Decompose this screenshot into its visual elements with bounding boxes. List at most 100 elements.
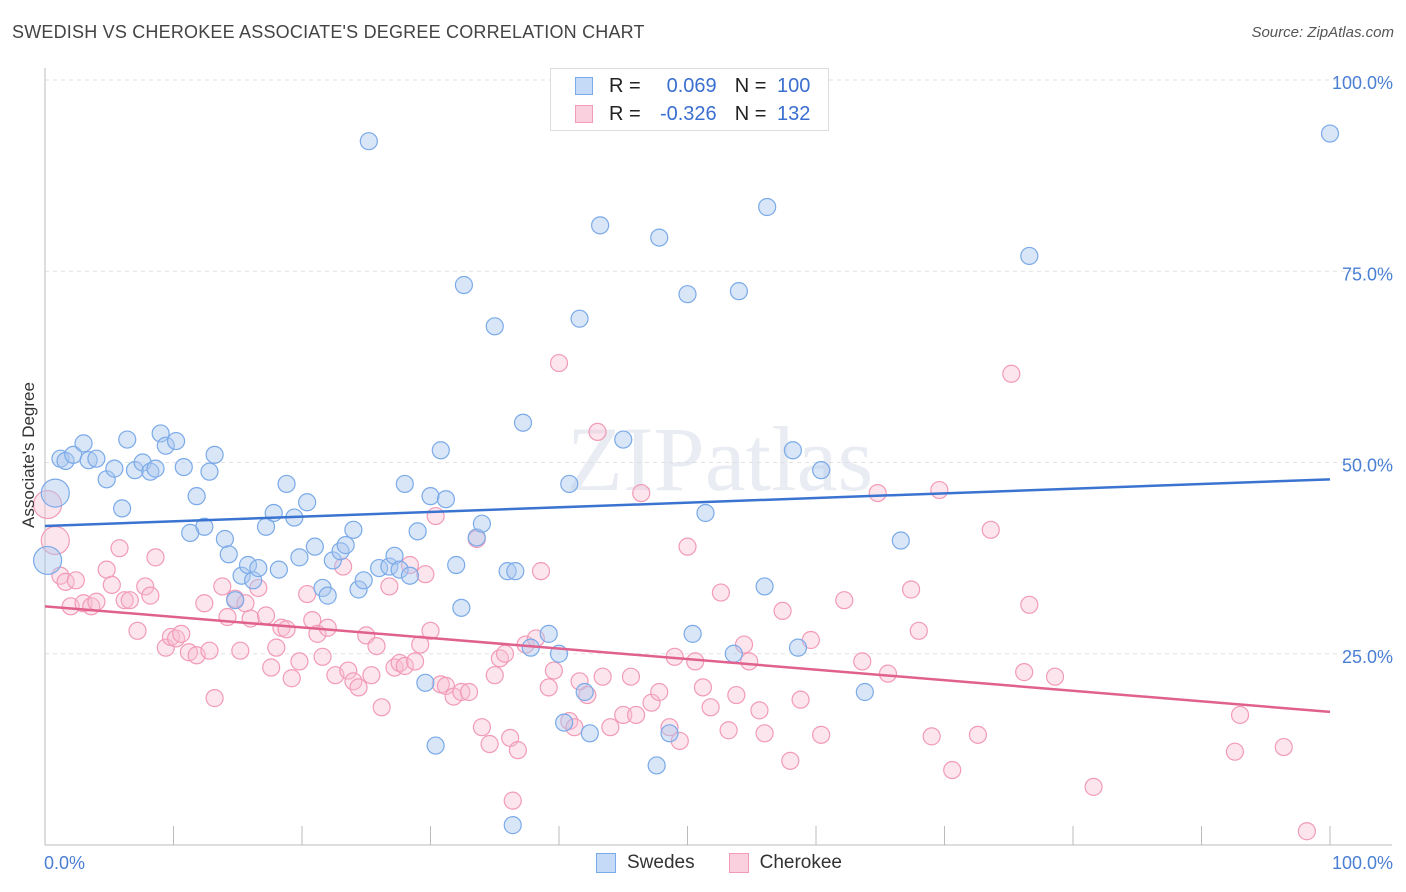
swedes-point <box>290 548 309 567</box>
cherokee-point <box>102 575 121 595</box>
swedes-point <box>232 566 251 585</box>
swedes-point <box>40 478 70 508</box>
swedes-point <box>812 461 831 480</box>
swedes-point <box>485 317 504 336</box>
swedes-swatch <box>575 77 593 95</box>
swedes-point <box>359 132 378 151</box>
swedes-points <box>32 124 1340 835</box>
swedes-point <box>503 816 522 835</box>
swedes-point <box>200 462 219 481</box>
cherokee-point <box>750 701 769 720</box>
cherokee-point <box>981 520 1000 539</box>
swedes-point <box>156 436 175 455</box>
cherokee-point <box>97 560 116 579</box>
cherokee-point <box>213 577 232 596</box>
cherokee-point <box>115 591 134 610</box>
cherokee-point <box>367 636 386 656</box>
swedes-point <box>336 536 355 555</box>
watermark-text: ZIPatlas <box>567 408 874 510</box>
swedes-point <box>416 673 435 692</box>
swedes-point <box>758 197 777 217</box>
cherokee-point <box>693 678 713 697</box>
swedes-point <box>380 557 399 576</box>
cherokee-point <box>146 548 165 567</box>
cherokee-point <box>1084 777 1103 796</box>
swedes-point <box>385 546 404 565</box>
cherokee-point <box>339 661 358 680</box>
swedes-point <box>349 580 368 599</box>
chart-title: SWEDISH VS CHEROKEE ASSOCIATE'S DEGREE C… <box>12 22 645 42</box>
swedes-point <box>498 562 517 581</box>
swedes-point <box>724 644 743 663</box>
cherokee-point <box>421 621 440 640</box>
cherokee-point <box>66 571 85 590</box>
swedes-point <box>447 555 466 575</box>
cherokee-point <box>426 506 445 526</box>
cherokee-point <box>87 592 106 611</box>
swedes-point <box>426 736 445 755</box>
swedes-point <box>788 638 808 657</box>
swedes-point <box>395 474 414 494</box>
swedes-point <box>146 459 165 478</box>
cherokee-swatch <box>575 105 593 123</box>
cherokee-point <box>626 705 646 725</box>
cherokee-point <box>349 678 368 697</box>
r-label: R = <box>609 102 641 125</box>
cherokee-point <box>621 667 641 686</box>
swedes-point <box>755 577 774 596</box>
cherokee-point <box>1297 822 1316 841</box>
swedes-point <box>112 499 132 518</box>
cherokee-point <box>282 669 301 688</box>
legend-row-cherokee: R = -0.326 N = 132 <box>575 102 810 126</box>
cherokee-point <box>601 718 620 737</box>
cherokee-point <box>405 652 425 671</box>
swedes-point <box>570 309 589 328</box>
swedes-point <box>580 724 599 743</box>
cherokee-point <box>853 652 872 671</box>
cherokee-point <box>614 705 633 725</box>
cherokee-point <box>313 647 332 666</box>
swedes-point <box>400 566 420 585</box>
n-label: N = <box>734 102 767 125</box>
swedes-point <box>855 682 874 702</box>
cherokee-point <box>472 718 491 737</box>
y-axis-label: Associate's Degree <box>19 382 38 528</box>
swedes-point <box>650 228 669 247</box>
swedes-point <box>79 451 98 470</box>
cherokee-point <box>508 741 527 760</box>
cherokee-point <box>395 656 414 676</box>
swedes-point <box>555 713 574 732</box>
swedes-point <box>683 624 702 643</box>
trend-lines <box>44 478 1331 714</box>
cherokee-point <box>480 734 499 754</box>
cherokee-point <box>298 584 317 604</box>
watermark: ZIPatlas <box>567 408 874 510</box>
swedes-point <box>187 487 206 506</box>
swedes-point <box>249 558 268 578</box>
cherokee-point <box>136 577 155 596</box>
swedes-point <box>560 474 579 494</box>
swedes-point <box>215 529 234 549</box>
cherokee-point <box>791 690 810 709</box>
swedes-point <box>729 282 749 301</box>
swedes-point <box>1020 246 1039 266</box>
swedes-point <box>678 285 697 304</box>
swedes-point <box>305 537 324 556</box>
cherokee-point <box>781 751 800 770</box>
cherokee-point <box>650 682 669 702</box>
swedes-point <box>891 531 910 550</box>
cherokee-point <box>930 480 949 500</box>
cherokee-point <box>593 667 612 686</box>
cherokee-point <box>1015 663 1034 682</box>
y-tick-label: 25.0% <box>1342 647 1393 667</box>
cherokee-point <box>172 624 191 643</box>
cherokee-point <box>588 422 607 441</box>
x-tick-label: 0.0% <box>44 853 85 873</box>
cherokee-point <box>909 621 928 640</box>
cherokee-point <box>452 682 471 702</box>
cherokee-point <box>835 591 854 610</box>
swedes-point <box>219 545 238 564</box>
swedes-point <box>421 487 440 506</box>
cherokee-point <box>812 725 831 744</box>
